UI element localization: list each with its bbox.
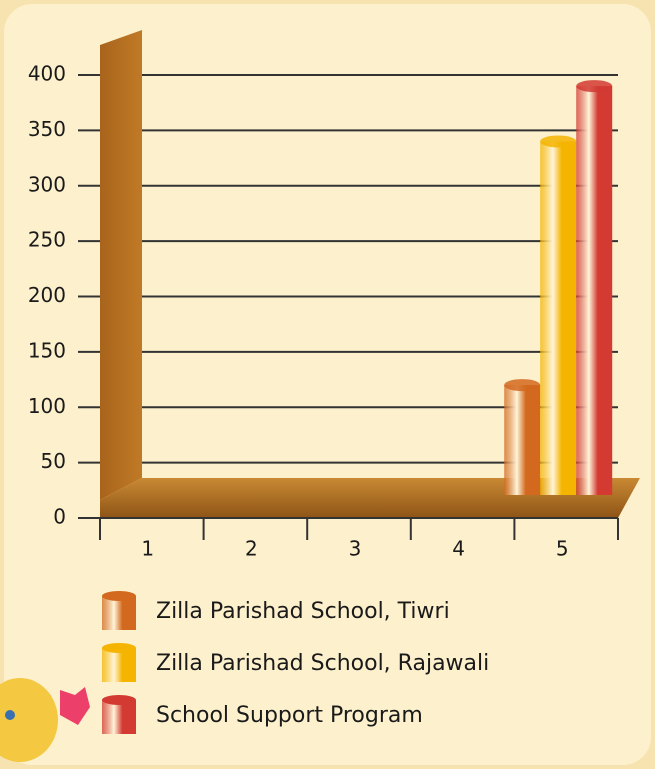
y-tick-label: 0 <box>53 505 66 529</box>
x-tick-label: 3 <box>349 537 362 561</box>
legend-swatch-cap <box>102 591 136 601</box>
y-tick-label: 300 <box>28 172 66 196</box>
bar-cap <box>504 379 540 391</box>
y-tick-label: 350 <box>28 117 66 141</box>
x-tick-label: 1 <box>141 537 154 561</box>
y-tick-label: 250 <box>28 228 66 252</box>
legend-swatch <box>102 596 136 630</box>
legend-swatch-cap <box>102 695 136 705</box>
y-tick-label: 150 <box>28 338 66 362</box>
y-tick-label: 100 <box>28 394 66 418</box>
bar-cap <box>576 80 612 92</box>
y-tick-label: 50 <box>41 449 66 473</box>
legend-label: Zilla Parishad School, Rajawali <box>156 651 489 676</box>
bar <box>540 141 576 495</box>
x-tick-label: 2 <box>245 537 258 561</box>
y-tick-label: 400 <box>28 62 66 86</box>
x-tick-label: 4 <box>452 537 465 561</box>
back-wall <box>100 30 142 500</box>
legend-label: School Support Program <box>156 703 423 728</box>
legend-swatch <box>102 700 136 734</box>
bar <box>576 86 612 495</box>
y-tick-label: 200 <box>28 283 66 307</box>
page: {"chart_data": {"type": "bar", "categori… <box>0 0 655 769</box>
bar-cap <box>540 135 576 147</box>
x-tick-label: 5 <box>556 537 569 561</box>
bar <box>504 385 540 495</box>
chart: 0 50 100 150 200 250 300 350 400 1 2 3 4 5 Zilla Pari… <box>0 0 655 769</box>
legend-swatch <box>102 648 136 682</box>
legend-swatch-cap <box>102 643 136 653</box>
legend-label: Zilla Parishad School, Tiwri <box>156 599 450 624</box>
